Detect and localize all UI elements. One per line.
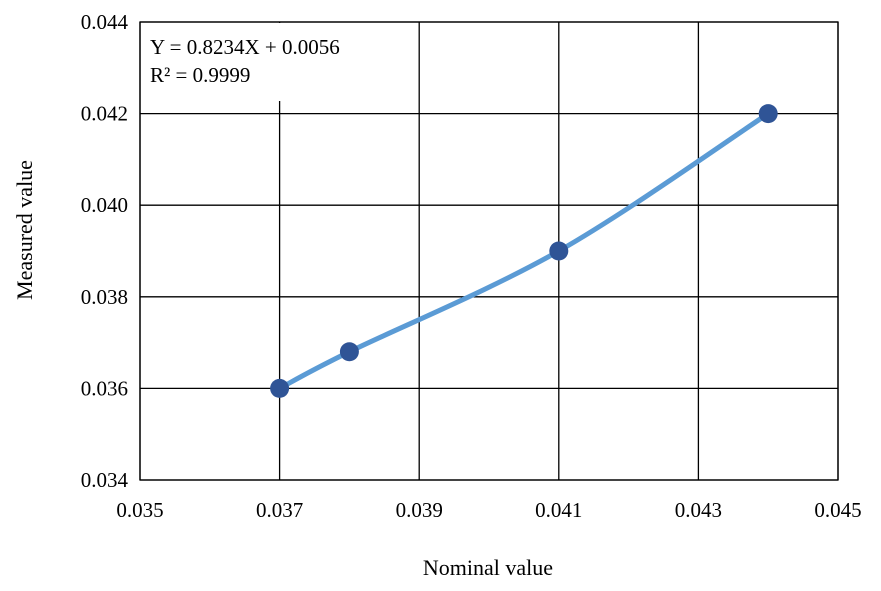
trend-curve-layer [277,111,771,391]
x-tick-label: 0.039 [396,498,443,522]
plot-border [139,21,839,481]
y-tick-label: 0.042 [81,102,128,126]
data-point [339,342,359,362]
x-tick-label: 0.043 [675,498,722,522]
y-tick-label: 0.040 [81,193,128,217]
x-axis-title: Nominal value [423,555,553,580]
data-points-layer [270,104,778,398]
y-tick-label: 0.036 [81,376,128,400]
x-tick-labels: 0.035 0.037 0.039 0.041 0.043 0.045 [116,498,861,522]
y-tick-label: 0.038 [81,285,128,309]
plot-frame [139,21,839,481]
x-tick-label: 0.041 [535,498,582,522]
data-point [270,378,290,398]
x-tick-label: 0.037 [256,498,303,522]
x-tick-label: 0.045 [814,498,861,522]
equation-box [141,23,403,101]
y-axis-title: Measured value [12,160,37,300]
y-tick-label: 0.044 [81,10,129,34]
y-tick-label: 0.034 [81,468,129,492]
y-tick-labels: 0.034 0.036 0.038 0.040 0.042 0.044 [81,10,129,492]
x-tick-label: 0.035 [116,498,163,522]
data-point [758,104,778,124]
data-point [549,241,569,261]
regression-equation: Y = 0.8234X + 0.0056 [150,35,340,59]
r-squared-label: R² = 0.9999 [150,63,250,87]
trend-curve [277,111,771,391]
